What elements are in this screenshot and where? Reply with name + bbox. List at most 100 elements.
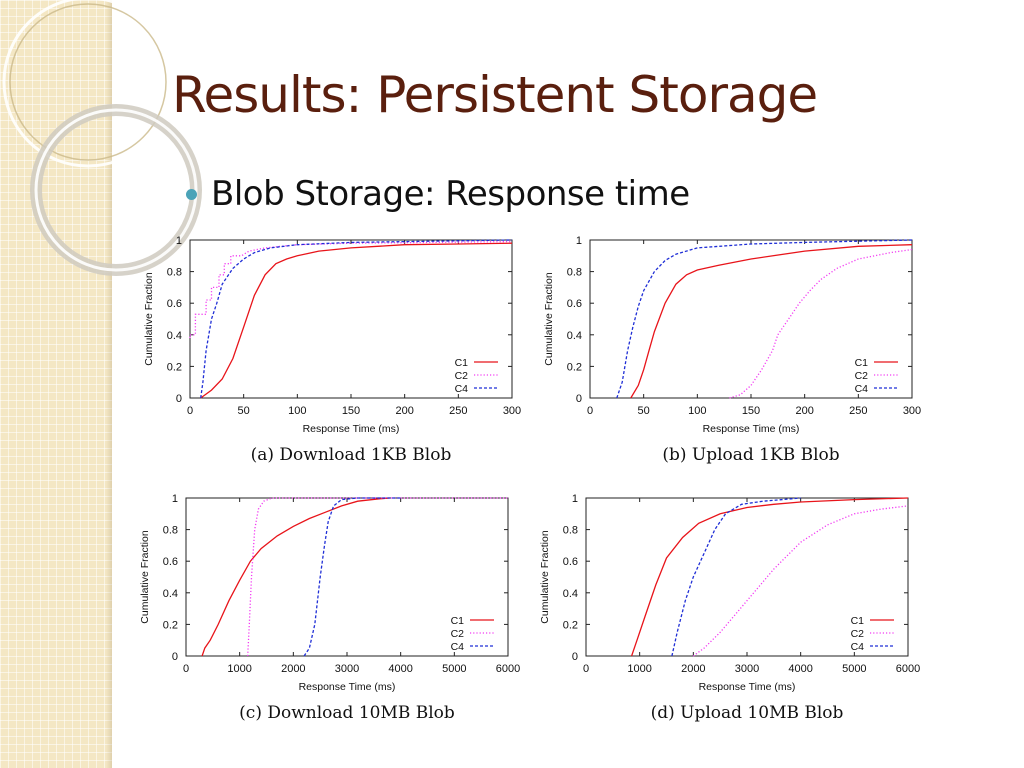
y-tick-label: 0: [572, 651, 578, 663]
y-tick-label: 1: [576, 235, 582, 247]
x-tick-label: 0: [587, 405, 593, 417]
x-axis-label: Response Time (ms): [299, 681, 396, 693]
x-tick-label: 300: [903, 405, 921, 417]
legend-label: C2: [451, 628, 465, 640]
x-tick-label: 2000: [681, 663, 705, 675]
x-tick-label: 1000: [227, 663, 251, 675]
legend-label: C1: [851, 615, 865, 627]
series-line-c1: [201, 497, 390, 657]
x-tick-label: 4000: [788, 663, 812, 675]
y-tick-label: 0.8: [163, 525, 178, 537]
y-tick-label: 1: [172, 493, 178, 505]
chart-svg: 0 50 100 150 200 250 300 0 0.2 0.4 0.6 0.8 1 Response…: [543, 235, 921, 465]
chart-upload-10mb: 0 1000 2000 3000 4000 5000 6000 0 0.2 0.4 0.6 0.8 1 R…: [530, 486, 920, 732]
x-tick-label: 5000: [442, 663, 466, 675]
legend-label: C1: [455, 357, 469, 369]
x-tick-label: 150: [742, 405, 760, 417]
x-tick-label: 3000: [335, 663, 359, 675]
y-tick-label: 0.6: [567, 298, 582, 310]
x-tick-label: 5000: [842, 663, 866, 675]
slide-title: Results: Persistent Storage: [172, 66, 818, 124]
y-tick-label: 1: [572, 493, 578, 505]
x-tick-label: 2000: [281, 663, 305, 675]
legend-label: C2: [855, 370, 869, 382]
chart-svg: 0 1000 2000 3000 4000 5000 6000 0 0.2 0.4 0.6 0.8 1 R…: [139, 493, 520, 723]
y-tick-label: 0.6: [167, 298, 182, 310]
x-tick-label: 50: [238, 405, 250, 417]
legend-label: C1: [451, 615, 465, 627]
x-tick-label: 0: [583, 663, 589, 675]
x-tick-label: 6000: [896, 663, 920, 675]
series-line-c2: [692, 505, 909, 657]
series-line-c4: [303, 497, 401, 657]
x-tick-label: 0: [187, 405, 193, 417]
x-axis-label: Response Time (ms): [303, 423, 400, 435]
y-tick-label: 0: [576, 393, 582, 405]
y-tick-label: 0.2: [563, 619, 578, 631]
chart-upload-1kb: 0 50 100 150 200 250 300 0 0.2 0.4 0.6 0.8 1 Response…: [534, 228, 924, 474]
series-line-c4: [616, 239, 913, 399]
chart-caption: (d) Upload 10MB Blob: [651, 703, 844, 723]
chart-caption: (b) Upload 1KB Blob: [662, 445, 839, 465]
legend-label: C4: [455, 383, 469, 395]
series-line-c1: [630, 497, 909, 657]
x-tick-label: 200: [795, 405, 813, 417]
x-tick-label: 200: [395, 405, 413, 417]
y-tick-label: 0.4: [167, 330, 182, 342]
x-tick-label: 1000: [627, 663, 651, 675]
x-axis-label: Response Time (ms): [699, 681, 796, 693]
y-axis-label: Cumulative Fraction: [543, 272, 555, 366]
legend-label: C4: [855, 383, 869, 395]
legend-label: C2: [851, 628, 865, 640]
chart-caption: (c) Download 10MB Blob: [239, 703, 455, 723]
y-tick-label: 0.4: [163, 588, 178, 600]
chart-svg: 0 50 100 150 200 250 300 0 0.2 0.4 0.6 0.8 1 Response…: [143, 235, 521, 465]
y-tick-label: 0.2: [567, 361, 582, 373]
x-tick-label: 50: [638, 405, 650, 417]
x-tick-label: 0: [183, 663, 189, 675]
series-line-c1: [200, 242, 513, 399]
x-tick-label: 4000: [388, 663, 412, 675]
bullet-text: Blob Storage: Response time: [211, 174, 690, 214]
y-tick-label: 0.8: [563, 525, 578, 537]
y-tick-label: 0: [172, 651, 178, 663]
y-tick-label: 1: [176, 235, 182, 247]
x-tick-label: 100: [288, 405, 306, 417]
y-axis-label: Cumulative Fraction: [143, 272, 155, 366]
chart-svg: 0 1000 2000 3000 4000 5000 6000 0 0.2 0.4 0.6 0.8 1 R…: [539, 493, 920, 723]
x-tick-label: 100: [688, 405, 706, 417]
y-axis-label: Cumulative Fraction: [139, 530, 151, 624]
chart-caption: (a) Download 1KB Blob: [251, 445, 452, 465]
y-tick-label: 0.6: [563, 556, 578, 568]
y-tick-label: 0.2: [163, 619, 178, 631]
series-line-c4: [200, 239, 513, 399]
legend-label: C1: [855, 357, 869, 369]
bullet-item: Blob Storage: Response time: [186, 174, 690, 214]
y-axis-label: Cumulative Fraction: [539, 530, 551, 624]
y-tick-label: 0.4: [567, 330, 582, 342]
series-line-c2: [189, 240, 513, 338]
y-tick-label: 0.4: [563, 588, 578, 600]
x-tick-label: 250: [449, 405, 467, 417]
legend-label: C4: [451, 641, 465, 653]
x-tick-label: 6000: [496, 663, 520, 675]
series-line-c4: [671, 497, 801, 657]
x-tick-label: 3000: [735, 663, 759, 675]
decorative-side-band: [0, 0, 112, 768]
bullet-dot-icon: [186, 188, 197, 200]
y-tick-label: 0: [176, 393, 182, 405]
y-tick-label: 0.8: [567, 267, 582, 279]
x-tick-label: 150: [342, 405, 360, 417]
series-line-c2: [247, 497, 508, 657]
legend-label: C4: [851, 641, 865, 653]
y-tick-label: 0.8: [167, 267, 182, 279]
series-line-c1: [630, 244, 913, 399]
y-tick-label: 0.6: [163, 556, 178, 568]
chart-download-10mb: 0 1000 2000 3000 4000 5000 6000 0 0.2 0.4 0.6 0.8 1 R…: [130, 486, 520, 732]
x-tick-label: 300: [503, 405, 521, 417]
y-tick-label: 0.2: [167, 361, 182, 373]
series-line-c2: [729, 248, 913, 399]
x-axis-label: Response Time (ms): [703, 423, 800, 435]
chart-download-1kb: 0 50 100 150 200 250 300 0 0.2 0.4 0.6 0.8 1 Response…: [134, 228, 524, 474]
x-tick-label: 250: [849, 405, 867, 417]
